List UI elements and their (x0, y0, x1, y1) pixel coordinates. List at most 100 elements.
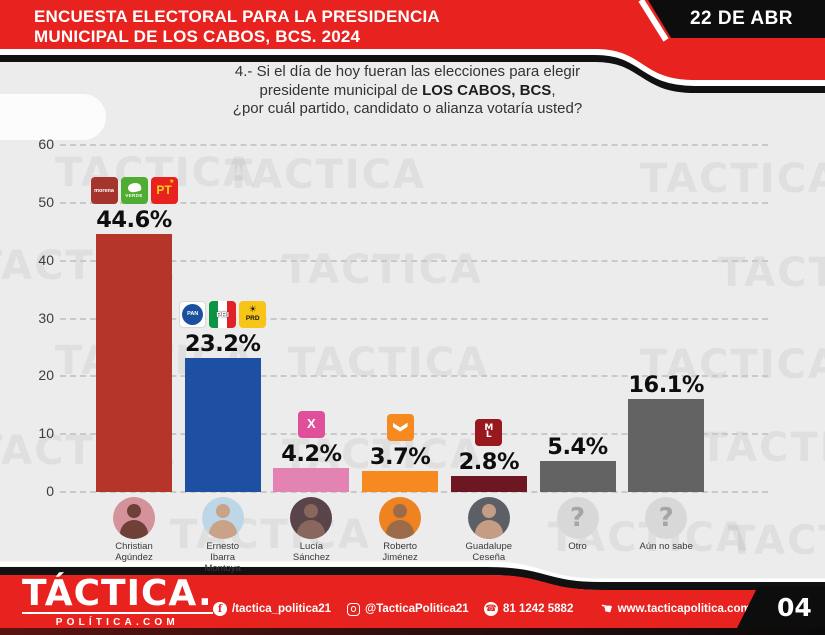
photo-head (127, 504, 141, 518)
instagram-handle-text: @TacticaPolitica21 (365, 603, 469, 615)
candidate-name: Guadalupe Ceseña (434, 541, 544, 563)
gridline (60, 375, 768, 378)
pt-star-icon: ★ (169, 178, 175, 186)
brand-logo-subtext: POLÍTICA.COM (22, 612, 213, 628)
verde-party-logo: VERDE (120, 177, 148, 205)
y-axis-tick-label: 0 (46, 483, 54, 499)
photo-head (393, 504, 408, 518)
whatsapp-icon: ☎ (484, 602, 498, 616)
candidate-name-line: Aún no sabe (639, 541, 693, 552)
candidate-photo (467, 497, 510, 539)
header-title: ENCUESTA ELECTORAL PARA LA PRESIDENCIA M… (34, 7, 440, 47)
tactica-watermark: TACTICA (718, 250, 825, 296)
percentage-label: 23.2% (184, 330, 261, 357)
candidate-photo (201, 497, 244, 539)
ml-logo-letter: L (485, 430, 492, 441)
percentage-label: 16.1% (628, 371, 704, 398)
pt-logo-text: PT (156, 183, 172, 198)
page-number: 04 (777, 592, 812, 622)
website-text: www.tacticapolitica.com (617, 603, 751, 615)
question-mark-avatar: ? (645, 497, 688, 539)
candidate-name-line: Guadalupe (465, 541, 513, 552)
party-logo-row (330, 413, 470, 441)
tactica-watermark: TACTICA (288, 340, 489, 386)
verde-bird-icon (126, 181, 142, 194)
question-mark-icon: ? (569, 503, 586, 533)
photo-torso (208, 520, 237, 539)
photo-torso (386, 520, 415, 539)
tactica-watermark: TACTICA (282, 247, 483, 293)
candidate-photo (113, 497, 155, 539)
fxm-logo-text: X (307, 416, 316, 432)
gridline (60, 491, 768, 493)
question-mark-icon: ? (658, 503, 674, 533)
candidate-name: Aún no sabe (611, 541, 721, 552)
bar-6 (539, 460, 616, 492)
facebook-icon: f (213, 602, 227, 616)
y-axis-tick-label: 10 (38, 425, 54, 442)
bar-3 (273, 467, 350, 492)
percentage-label: 5.4% (547, 433, 608, 460)
instagram-handle: @TacticaPolitica21 (347, 601, 469, 617)
bar-4 (362, 470, 439, 492)
percentage-label: 44.6% (96, 207, 172, 234)
morena-party-logo: morena (90, 177, 118, 205)
pan-party-logo: PAN (179, 300, 207, 328)
candidate-photo (379, 497, 422, 539)
candidate-name-line: Ernesto (206, 541, 240, 552)
pri-party-logo: PRI (209, 300, 237, 328)
candidate-name: Christian Agúndez (79, 541, 189, 563)
header-title-line2: MUNICIPAL DE LOS CABOS, BCS. 2024 (34, 27, 361, 46)
morena-logo-text: morena (94, 187, 114, 194)
prd-sun-icon: ☀ (248, 305, 257, 316)
mc-party-logo (386, 413, 414, 441)
candidate-name-line: Sánchez (292, 552, 330, 563)
candidate-name-line: Jiménez (382, 552, 418, 563)
candidate-name-line: Roberto (383, 541, 417, 552)
party-logo-row: X (241, 410, 381, 438)
percentage-label: 3.7% (369, 443, 431, 470)
candidate-name-line: Ceseña (472, 552, 506, 563)
tactica-watermark: TACTICA (700, 425, 825, 471)
y-axis-tick-label: 30 (38, 309, 54, 326)
candidate-name: Lucía Sánchez (256, 541, 366, 563)
candidate-name: Roberto Jiménez (345, 541, 455, 563)
brand-logo: TÁCTICA. POLÍTICA.COM (22, 573, 213, 628)
gridline (60, 433, 768, 436)
photo-torso (297, 520, 326, 539)
bar-2 (184, 357, 261, 492)
gridline (60, 317, 768, 320)
photo-head (481, 504, 496, 518)
fxm-party-logo: X (297, 410, 325, 438)
photo-torso (474, 520, 503, 539)
question-line3: ¿por cuál partido, candidato o alianza v… (232, 100, 583, 117)
phone-contact: ☎ 81 1242 5882 (484, 601, 573, 617)
tactica-watermark: TACTICA (640, 156, 825, 202)
party-logo-row: PAN PRI ☀ PRD (153, 300, 293, 328)
party-logo-row: morena VERDE PT ★ (64, 176, 204, 205)
decorative-blob (0, 94, 106, 140)
ml-logo-letter: M (484, 422, 494, 433)
bar-1 (96, 234, 172, 492)
candidate-name-line: Lucía (299, 541, 324, 552)
header-title-line1: ENCUESTA ELECTORAL PARA LA PRESIDENCIA (34, 7, 440, 26)
mc-eagle-icon (392, 422, 408, 432)
tactica-watermark: TACTICA (728, 518, 825, 564)
phone-number-text: 81 1242 5882 (503, 603, 574, 615)
prd-logo-text: PRD (245, 315, 260, 323)
instagram-icon (347, 602, 360, 616)
bar-7 (628, 398, 705, 492)
candidate-name-line: Ibarra (210, 552, 236, 563)
pan-circle: PAN (182, 303, 204, 325)
candidate-name-line: Otro (568, 541, 587, 552)
website-link: ☚ www.tacticapolitica.com (598, 600, 751, 618)
brand-logo-text: TÁCTICA. (22, 573, 213, 614)
facebook-handle: f /tactica_politica21 (213, 601, 331, 617)
gridline (60, 144, 768, 146)
tactica-watermark: TACTICA (225, 152, 426, 198)
candidate-name-line: Agúndez (115, 552, 153, 563)
photo-torso (120, 520, 148, 539)
